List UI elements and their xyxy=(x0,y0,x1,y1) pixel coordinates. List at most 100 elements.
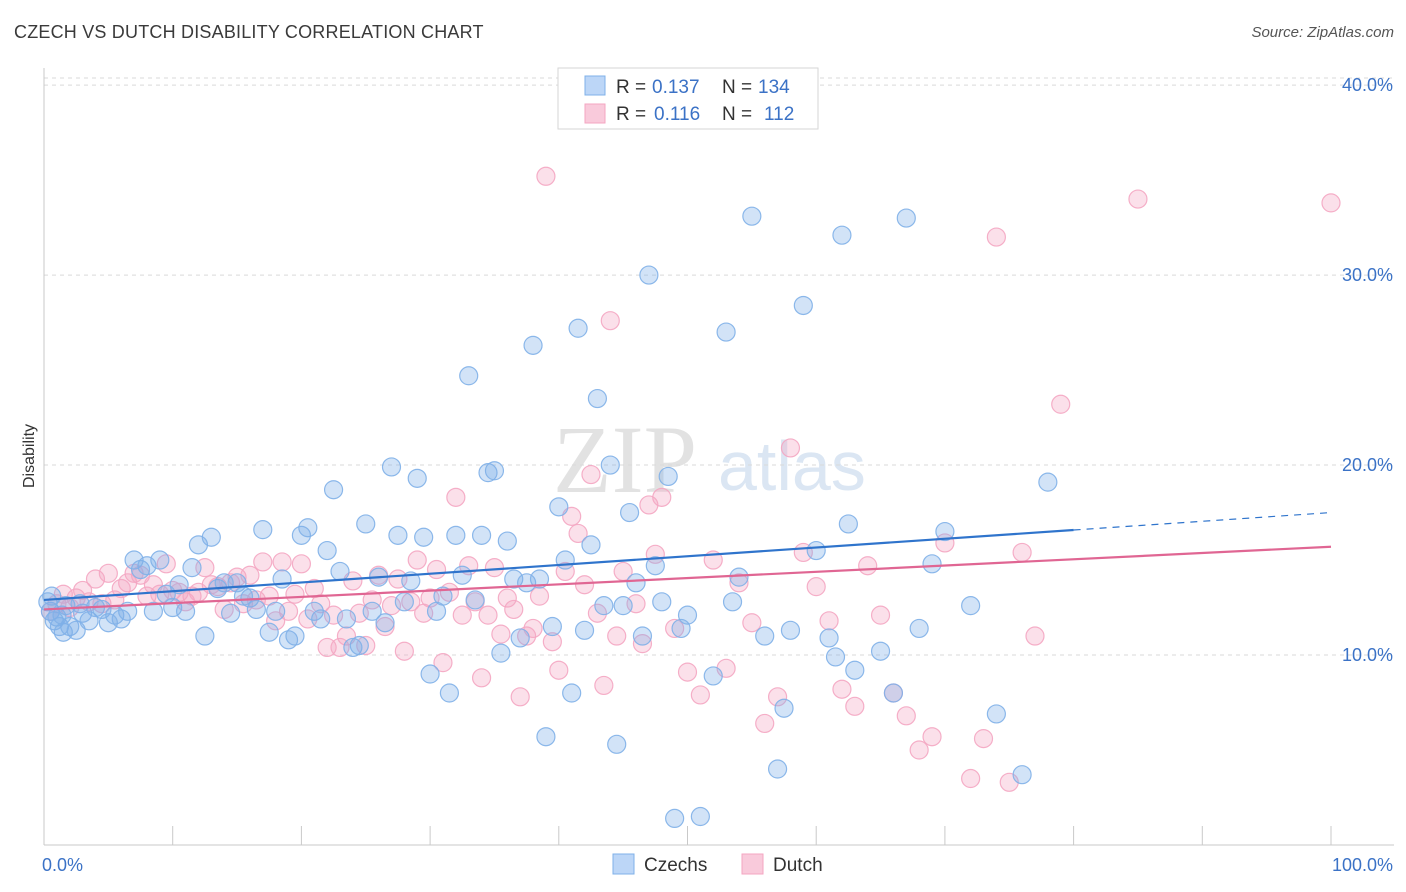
y-tick-label-1: 20.0% xyxy=(1342,455,1393,475)
czechs-point-97 xyxy=(645,556,665,576)
czechs-point-56 xyxy=(381,457,402,477)
dutch-swatch xyxy=(584,103,606,124)
czechs-point-125 xyxy=(986,704,1006,724)
dutch-point-103 xyxy=(767,687,788,707)
y-tick-label-2: 30.0% xyxy=(1342,265,1393,285)
czechs-point-45 xyxy=(311,609,331,629)
czechs-point-28 xyxy=(201,527,221,547)
dutch-point-109 xyxy=(845,696,865,716)
dutch-point-84 xyxy=(581,464,601,485)
dutch-point-39 xyxy=(291,554,311,574)
czechs-point-41 xyxy=(285,626,305,646)
czechs-point-104 xyxy=(703,666,723,686)
dutch-point-76 xyxy=(529,586,550,606)
czechs-point-117 xyxy=(832,225,852,245)
dutch-point-70 xyxy=(491,624,511,644)
czechs-point-109 xyxy=(755,626,775,646)
czechs-point-111 xyxy=(774,698,794,718)
czechs-point-92 xyxy=(613,596,633,616)
dutch-point-61 xyxy=(433,653,453,673)
dutch-point-33 xyxy=(253,552,273,572)
czechs-point-23 xyxy=(169,575,189,595)
chart-title: CZECH VS DUTCH DISABILITY CORRELATION CH… xyxy=(14,22,484,42)
dutch-point-101 xyxy=(742,613,762,633)
czechs-point-19 xyxy=(143,601,163,621)
legend-item-dutch[interactable]: Dutch xyxy=(741,853,823,876)
czechs-point-127 xyxy=(1038,472,1058,492)
dutch-point-56 xyxy=(401,592,421,612)
czechs-point-82 xyxy=(549,497,569,517)
czechs-point-46 xyxy=(317,540,337,561)
dutch-point-124 xyxy=(1128,189,1148,209)
stats-row-dutch: R = 0.116 N = 112 xyxy=(584,103,794,125)
czechs-point-132 xyxy=(52,605,72,625)
czechs-point-98 xyxy=(652,592,672,612)
czechs-point-64 xyxy=(433,586,453,606)
watermark-atlas: atlas xyxy=(718,427,866,505)
x-tick-label-1: 100.0% xyxy=(1332,855,1393,875)
legend-dutch-swatch xyxy=(741,853,764,875)
czechs-point-131 xyxy=(42,586,62,606)
czechs-point-65 xyxy=(439,683,460,703)
czechs-point-113 xyxy=(793,295,813,316)
czechs-point-37 xyxy=(259,622,279,642)
legend-item-czechs[interactable]: Czechs xyxy=(612,853,707,876)
dutch-point-36 xyxy=(272,552,292,572)
dutch-point-38 xyxy=(285,584,305,604)
dutch-point-97 xyxy=(690,685,710,705)
dutch-point-50 xyxy=(362,590,382,610)
czechs-point-100 xyxy=(665,808,685,829)
czechs-point-115 xyxy=(819,628,839,648)
dutch-point-118 xyxy=(973,729,994,749)
dutch-point-85 xyxy=(587,603,608,623)
trend-dutch xyxy=(43,545,1332,611)
dutch-point-88 xyxy=(607,626,627,646)
czechs-point-44 xyxy=(304,601,324,621)
source-credit: Source: ZipAtlas.com xyxy=(1251,24,1394,41)
czechs-point-94 xyxy=(626,573,646,593)
czechs-point-60 xyxy=(407,468,427,488)
czechs-point-53 xyxy=(362,601,382,621)
czechs-point-27 xyxy=(195,626,215,646)
watermark-zip: ZIP xyxy=(553,406,697,513)
dutch-point-94 xyxy=(652,487,672,507)
dutch-point-16 xyxy=(143,575,163,595)
czechs-point-105 xyxy=(716,322,736,342)
series-czechs-points xyxy=(38,206,1058,829)
czechs-point-69 xyxy=(465,590,485,610)
czechs-point-59 xyxy=(401,571,421,591)
czechs-point-52 xyxy=(356,514,376,534)
czechs-point-25 xyxy=(182,558,202,578)
czechs-point-112 xyxy=(780,620,801,640)
dutch-point-75 xyxy=(523,618,543,639)
dutch-point-64 xyxy=(452,605,472,625)
dutch-point-95 xyxy=(665,618,685,639)
dutch-point-106 xyxy=(806,577,826,597)
czechs-point-116 xyxy=(825,647,846,667)
czechs-point-90 xyxy=(600,455,620,475)
czechs-point-77 xyxy=(517,573,537,593)
czechs-point-51 xyxy=(349,635,369,656)
czechs-swatch xyxy=(584,75,606,96)
czechs-point-35 xyxy=(246,599,266,620)
czechs-n-value: 134 xyxy=(758,77,790,98)
dutch-point-117 xyxy=(961,768,981,789)
dutch-point-104 xyxy=(780,438,801,458)
czechs-point-7 xyxy=(66,620,86,640)
czechs-point-38 xyxy=(266,601,286,621)
x-axis-tick-labels: 0.0% 100.0% xyxy=(42,855,1393,875)
czechs-point-87 xyxy=(581,535,601,555)
trend-czechs-dashed xyxy=(1073,511,1332,531)
dutch-point-96 xyxy=(677,662,698,682)
czechs-point-74 xyxy=(497,531,517,551)
dutch-point-53 xyxy=(381,596,402,616)
dutch-n-value: 112 xyxy=(764,104,794,125)
czechs-point-24 xyxy=(175,601,196,621)
czechs-point-36 xyxy=(253,520,273,540)
legend-dutch-label: Dutch xyxy=(773,855,823,876)
watermark: ZIP atlas xyxy=(553,406,866,513)
czechs-r-value: 0.137 xyxy=(652,77,700,98)
czechs-point-122 xyxy=(896,208,916,228)
czechs-point-93 xyxy=(619,502,640,523)
